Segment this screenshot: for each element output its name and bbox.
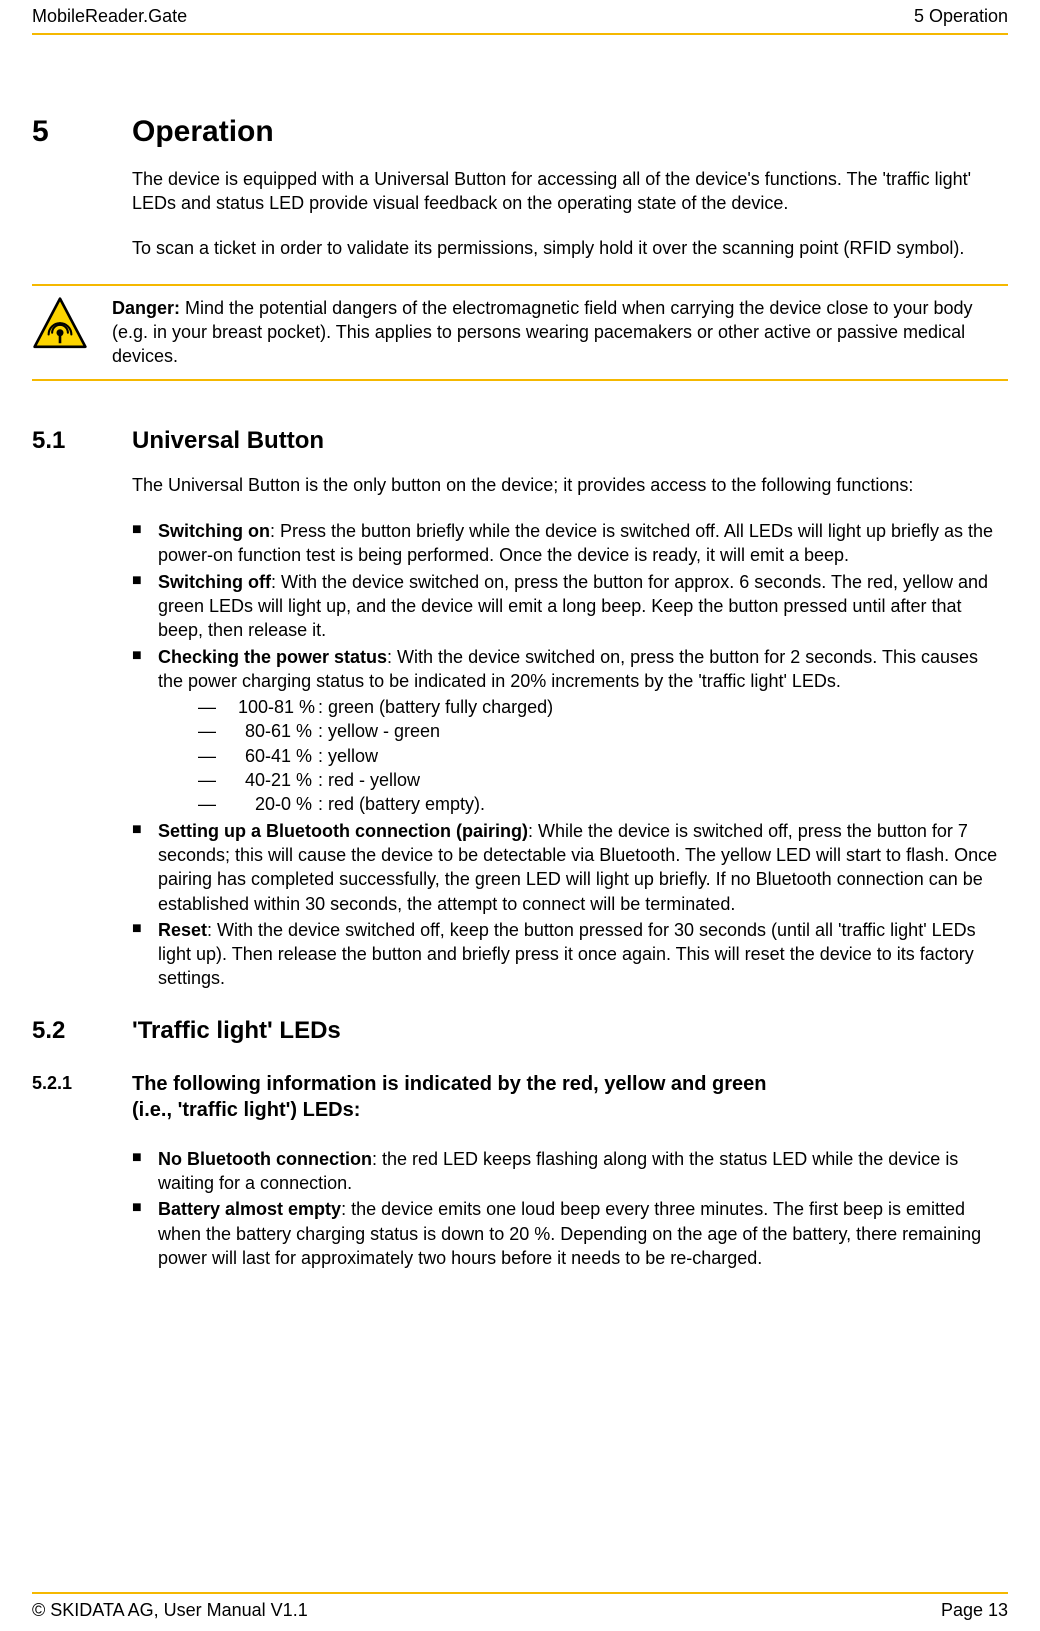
section-5-1-number: 5.1 — [32, 427, 132, 455]
page-header: MobileReader.Gate 5 Operation — [32, 0, 1008, 33]
desc: : yellow - green — [318, 719, 440, 743]
section-5-1-intro: The Universal Button is the only button … — [132, 473, 1008, 497]
text: : With the device switched on, press the… — [158, 572, 988, 641]
section-5-heading: 5 Operation — [32, 115, 1008, 149]
desc: : red (battery empty). — [318, 792, 485, 816]
pct: 40-21 % — [238, 768, 318, 792]
danger-label: Danger: — [112, 298, 180, 318]
battery-level: —20-0 %: red (battery empty). — [198, 792, 1008, 816]
list-item-pairing: Setting up a Bluetooth connection (pairi… — [132, 819, 1008, 916]
desc: : red - yellow — [318, 768, 420, 792]
footer-left: © SKIDATA AG, User Manual V1.1 — [32, 1600, 308, 1621]
danger-rule-bottom — [32, 379, 1008, 381]
battery-level: —40-21 %: red - yellow — [198, 768, 1008, 792]
list-item-switching-off: Switching off: With the device switched … — [132, 570, 1008, 643]
section-5-1-title: Universal Button — [132, 427, 324, 455]
label: Switching off — [158, 572, 271, 592]
non-ionizing-radiation-warning-icon — [32, 296, 88, 352]
footer-right: Page 13 — [941, 1600, 1008, 1621]
list-item-switching-on: Switching on: Press the button briefly w… — [132, 519, 1008, 568]
label: Battery almost empty — [158, 1199, 341, 1219]
list-item-no-bluetooth: No Bluetooth connection: the red LED kee… — [132, 1147, 1008, 1196]
universal-button-list: Switching on: Press the button briefly w… — [132, 519, 1008, 991]
section-5-para-1: The device is equipped with a Universal … — [132, 167, 1008, 216]
page: MobileReader.Gate 5 Operation 5 Operatio… — [0, 0, 1040, 1631]
pct: 100-81 % — [238, 695, 318, 719]
header-right: 5 Operation — [914, 6, 1008, 27]
section-5-2-1-title: The following information is indicated b… — [132, 1071, 767, 1123]
section-5-title: Operation — [132, 115, 274, 149]
section-5-2-heading: 5.2 'Traffic light' LEDs — [32, 1017, 1008, 1045]
title-line-2: (i.e., 'traffic light') LEDs: — [132, 1099, 360, 1121]
battery-levels: —100-81 %: green (battery fully charged)… — [198, 695, 1008, 816]
header-left: MobileReader.Gate — [32, 6, 187, 27]
traffic-light-list: No Bluetooth connection: the red LED kee… — [132, 1147, 1008, 1270]
pct: 80-61 % — [238, 719, 318, 743]
section-5-1-heading: 5.1 Universal Button — [32, 427, 1008, 455]
danger-body: Mind the potential dangers of the electr… — [112, 298, 972, 367]
label: Setting up a Bluetooth connection (pairi… — [158, 821, 528, 841]
section-5-2-1-number: 5.2.1 — [32, 1071, 132, 1094]
battery-level: —60-41 %: yellow — [198, 744, 1008, 768]
battery-level: —80-61 %: yellow - green — [198, 719, 1008, 743]
page-footer: © SKIDATA AG, User Manual V1.1 Page 13 — [32, 1592, 1008, 1621]
danger-rule-top — [32, 284, 1008, 286]
desc: : yellow — [318, 744, 378, 768]
section-5-2-number: 5.2 — [32, 1017, 132, 1045]
danger-text: Danger: Mind the potential dangers of th… — [112, 296, 1008, 369]
danger-block: Danger: Mind the potential dangers of th… — [32, 296, 1008, 369]
list-item-power-status: Checking the power status: With the devi… — [132, 645, 1008, 817]
section-5-2-1-heading: 5.2.1 The following information is indic… — [32, 1071, 1008, 1123]
title-line-1: The following information is indicated b… — [132, 1073, 767, 1095]
section-5-number: 5 — [32, 115, 132, 149]
desc: : green (battery fully charged) — [318, 695, 553, 719]
section-5-2-title: 'Traffic light' LEDs — [132, 1017, 341, 1045]
label: No Bluetooth connection — [158, 1149, 372, 1169]
battery-level: —100-81 %: green (battery fully charged) — [198, 695, 1008, 719]
pct: 60-41 % — [238, 744, 318, 768]
header-rule — [32, 33, 1008, 35]
list-item-reset: Reset: With the device switched off, kee… — [132, 918, 1008, 991]
section-5-para-2: To scan a ticket in order to validate it… — [132, 236, 1008, 260]
label: Checking the power status — [158, 647, 387, 667]
list-item-battery-empty: Battery almost empty: the device emits o… — [132, 1197, 1008, 1270]
text: : With the device switched off, keep the… — [158, 920, 976, 989]
label: Reset — [158, 920, 207, 940]
pct: 20-0 % — [238, 792, 318, 816]
text: : Press the button briefly while the dev… — [158, 521, 993, 565]
label: Switching on — [158, 521, 270, 541]
